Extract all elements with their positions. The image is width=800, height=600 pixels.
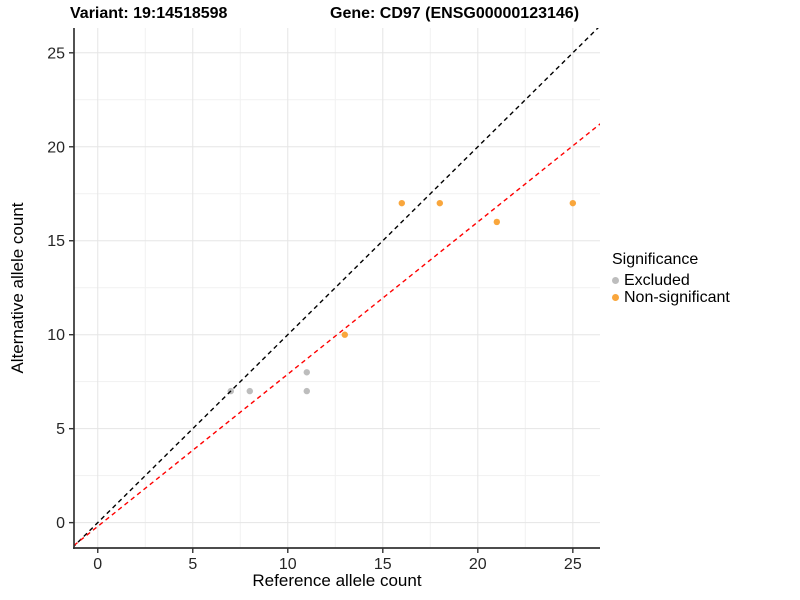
data-point-excluded — [303, 369, 310, 376]
y-tick-label: 5 — [56, 421, 65, 438]
identity-line — [74, 28, 599, 548]
non-significant-dot-icon — [612, 294, 619, 301]
legend-item-non-significant: Non-significant — [612, 289, 730, 306]
data-point-non-significant — [398, 199, 405, 207]
x-tick-label: 10 — [279, 556, 297, 573]
x-tick-label: 25 — [564, 556, 582, 573]
fit-line — [74, 123, 600, 547]
data-point-non-significant — [341, 331, 348, 338]
y-tick-label: 0 — [56, 515, 65, 532]
x-tick-label: 0 — [93, 556, 102, 573]
y-tick-label: 10 — [47, 327, 65, 344]
x-tick-label: 15 — [374, 556, 392, 573]
legend-item-label: Excluded — [624, 271, 690, 289]
data-point-excluded — [246, 387, 253, 395]
legend-item-excluded: Excluded — [612, 272, 730, 289]
excluded-dot-icon — [612, 277, 619, 284]
x-tick-label: 5 — [188, 556, 197, 573]
variant-title: Variant: 19:14518598 — [70, 5, 228, 22]
legend: Significance Excluded Non-significant — [612, 251, 730, 306]
y-tick-label: 25 — [47, 45, 65, 62]
data-point-excluded — [303, 387, 310, 395]
y-tick-label: 20 — [47, 139, 65, 156]
abline-group — [74, 28, 600, 548]
data-point-non-significant — [436, 199, 444, 207]
gene-title: Gene: CD97 (ENSG00000123146) — [330, 5, 580, 22]
y-axis-title: Alternative allele count — [8, 202, 27, 374]
data-point-non-significant — [493, 218, 501, 226]
legend-title: Significance — [612, 251, 699, 268]
y-tick-label: 15 — [47, 233, 65, 250]
legend-item-label: Non-significant — [624, 288, 730, 306]
data-point-non-significant — [569, 199, 577, 207]
x-axis-title: Reference allele count — [252, 571, 422, 590]
x-tick-label: 20 — [469, 556, 487, 573]
